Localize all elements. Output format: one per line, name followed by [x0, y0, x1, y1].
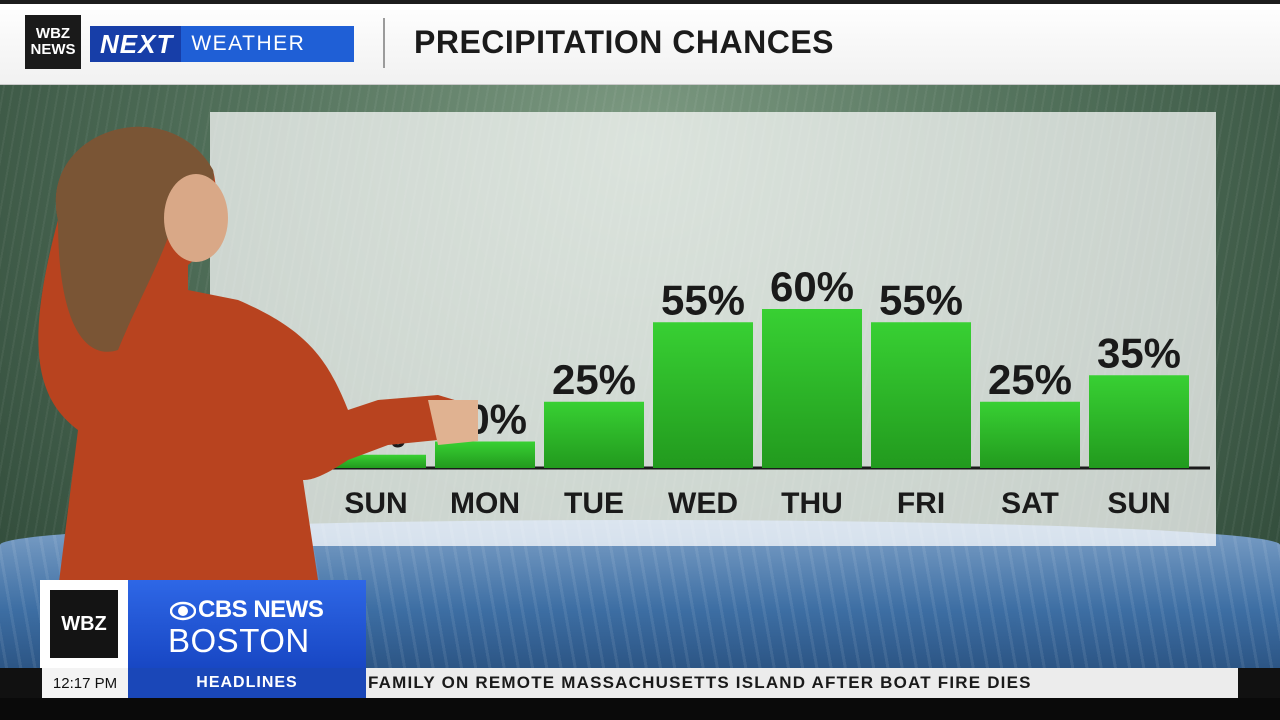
wbz-news-logo: WBZ NEWS [25, 15, 81, 69]
bar-wed-3 [653, 322, 753, 468]
next-label: NEXT [100, 28, 174, 59]
logo-line2: NEWS [30, 41, 76, 58]
network-city: BOSTON [168, 622, 310, 659]
cbs-news-boston-logo: CBS NEWS BOSTON [128, 580, 366, 668]
bar-sat-6 [980, 401, 1080, 468]
bar-value-label: 60% [770, 263, 854, 310]
day-tick-label: WED [668, 487, 738, 520]
day-tick-label: THU [781, 487, 843, 520]
header-divider [383, 18, 385, 68]
bar-sun-7 [1089, 375, 1189, 468]
presenter-figure [38, 126, 478, 590]
day-tick-label: SUN [1107, 487, 1170, 520]
bar-tue-2 [544, 401, 644, 468]
bar-fri-5 [871, 322, 971, 468]
wbz-station-box: WBZ [40, 580, 128, 668]
logo-line1: WBZ [35, 25, 71, 42]
bar-value-label: 55% [661, 276, 745, 323]
bar-value-label: 35% [1097, 329, 1181, 376]
bar-thu-4 [762, 309, 862, 468]
bar-mon-1 [435, 441, 535, 468]
ticker-headline: FAMILY ON REMOTE MASSACHUSETTS ISLAND AF… [366, 668, 1238, 698]
ticker-section-label: HEADLINES [128, 668, 366, 698]
bar-value-label: 55% [879, 276, 963, 323]
day-tick-label: SUN [344, 487, 407, 520]
day-tick-label: FRI [897, 487, 945, 520]
ticker-time: 12:17 PM [42, 668, 128, 698]
header-bar: WBZ NEWS NEXT WEATHER PRECIPITATION CHAN… [0, 0, 1280, 85]
bar-value-label: 25% [552, 356, 636, 403]
network-name: CBS NEWS [198, 596, 324, 623]
wbz-station-label: WBZ [50, 590, 118, 658]
day-tick-label: MON [450, 487, 520, 520]
day-tick-label: SAT [1001, 487, 1059, 520]
day-tick-label: TUE [564, 487, 624, 520]
weather-label: WEATHER [181, 26, 354, 62]
bottom-strip [0, 698, 1280, 720]
next-weather-logo: NEXT WEATHER [90, 26, 354, 62]
page-title: PRECIPITATION CHANCES [414, 24, 834, 60]
bar-value-label: 25% [988, 356, 1072, 403]
cbs-eye-icon [170, 601, 196, 621]
